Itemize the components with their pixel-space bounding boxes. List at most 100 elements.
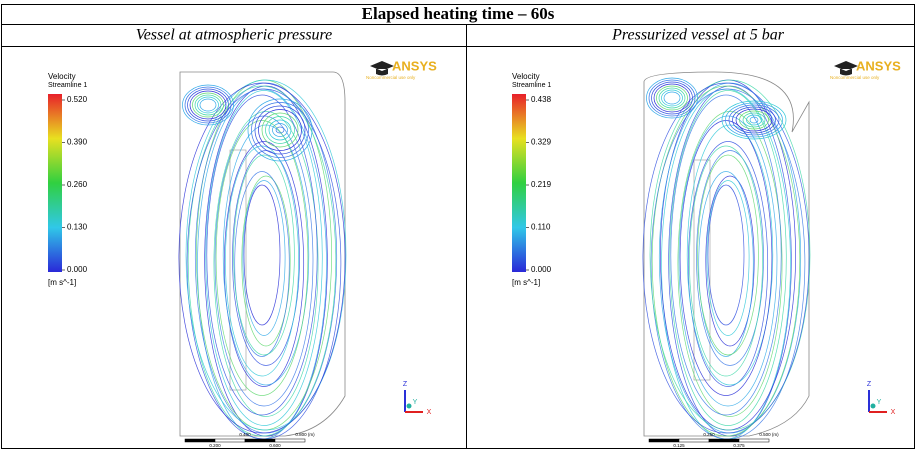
streamline [251, 102, 309, 158]
colorbar-label: 0.110 [531, 223, 551, 232]
axis-label: Z [867, 381, 872, 388]
streamline [272, 123, 288, 137]
logo-cap [370, 61, 394, 76]
streamline [178, 82, 346, 434]
axis-label: Y [877, 399, 882, 406]
scale-segment [678, 438, 710, 443]
streamline [721, 100, 787, 140]
streamline [649, 79, 811, 431]
streamline [696, 150, 764, 366]
legend-subtitle: Streamline 1 [512, 82, 551, 89]
colorbar-label: 0.000 [67, 265, 88, 274]
colorbar-label: 0.520 [67, 95, 88, 104]
colorbar-label: 0.438 [531, 95, 552, 104]
streamline [182, 84, 234, 126]
streamline [254, 105, 306, 155]
scale-label: 0.800 (m) [295, 432, 315, 437]
scale-segment [244, 438, 276, 443]
streamline [732, 106, 776, 134]
streamline [243, 184, 281, 326]
scale-label: 0.125 [673, 443, 685, 448]
scale-segment [184, 438, 216, 443]
vessel-outline [643, 71, 810, 437]
colorbar-label: 0.390 [67, 138, 88, 147]
streamline [232, 150, 300, 366]
streamline [697, 154, 759, 356]
streamline [728, 104, 780, 136]
colorbar-label: 0.000 [531, 265, 552, 274]
scale-label: 0.400 [239, 432, 251, 437]
legend-unit: [m s^-1] [512, 278, 540, 287]
streamline [233, 154, 295, 356]
colorbar-label: 0.130 [67, 223, 88, 232]
streamline [189, 90, 227, 120]
legend-unit: [m s^-1] [48, 278, 76, 287]
panel-caption: Pressurized vessel at 5 bar [611, 27, 785, 44]
streamline [187, 88, 229, 122]
streamline [651, 85, 801, 437]
streamline [687, 141, 769, 387]
axis-label: Y [413, 399, 418, 406]
streamline [739, 110, 769, 130]
panel-caption: Vessel at atmospheric pressure [136, 27, 333, 44]
logo-cap [834, 61, 858, 76]
scale-segment [708, 438, 740, 443]
streamline [194, 82, 338, 434]
streamline [199, 98, 217, 112]
streamline [689, 145, 763, 377]
streamline [194, 94, 222, 116]
axis-label: X [891, 409, 896, 416]
logo: ANSYS [856, 58, 901, 73]
vessel-outline [179, 71, 346, 437]
table-border [1, 4, 915, 449]
streamline [742, 112, 766, 128]
streamline [646, 77, 698, 119]
streamline [707, 184, 745, 326]
streamline [670, 94, 782, 416]
heater-tube [229, 149, 247, 391]
streamline [265, 116, 295, 144]
table-title: Elapsed heating time – 60s [362, 4, 555, 23]
streamline [658, 82, 802, 434]
streamline [223, 141, 305, 387]
colorbar-label: 0.260 [67, 180, 88, 189]
streamline [234, 171, 290, 357]
legend-subtitle: Streamline 1 [48, 82, 87, 89]
axis-y [406, 403, 412, 409]
axis-y [870, 403, 876, 409]
streamline [663, 91, 681, 105]
scale-label: 0.200 [209, 443, 221, 448]
scale-segment [738, 438, 770, 443]
logo-note: Noncommercial use only [366, 75, 416, 80]
streamline [698, 171, 754, 357]
streamline [642, 82, 810, 434]
streamline [735, 108, 773, 132]
streamline [679, 120, 773, 396]
streamline [242, 180, 286, 336]
streamline [215, 120, 309, 396]
streamline [258, 109, 302, 151]
streamline [261, 112, 299, 148]
logo-note: Noncommercial use only [830, 75, 880, 80]
scale-label: 0.250 [703, 432, 715, 437]
streamline [725, 102, 783, 138]
streamline [192, 92, 224, 118]
scale-label: 0.600 [269, 443, 281, 448]
legend-title: Velocity [48, 72, 76, 81]
axis-label: X [427, 409, 432, 416]
scale-segment [274, 438, 306, 443]
streamline [268, 119, 292, 141]
streamline [241, 175, 291, 347]
streamline [205, 90, 323, 426]
streamline [225, 145, 299, 377]
streamline [187, 85, 337, 437]
colorbar-label: 0.329 [531, 138, 552, 147]
streamline [651, 81, 693, 115]
heater-tube [693, 159, 711, 381]
streamline [184, 86, 232, 124]
streamline [653, 83, 691, 113]
streamline [749, 116, 759, 124]
